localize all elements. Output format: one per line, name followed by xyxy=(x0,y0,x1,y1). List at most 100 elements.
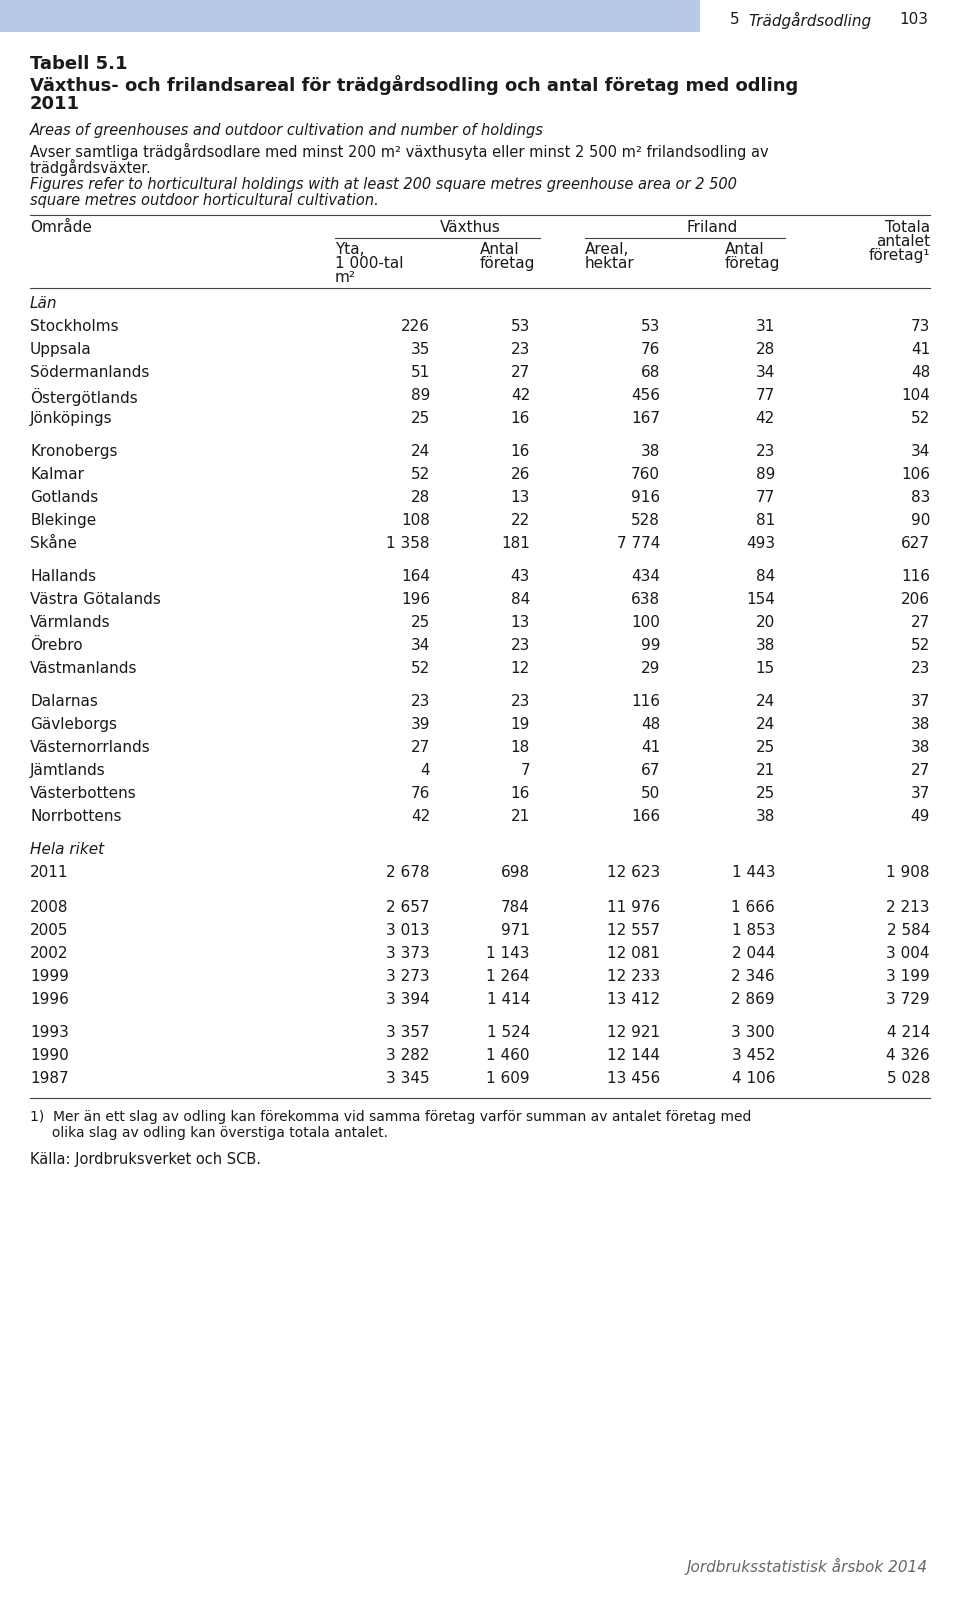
Text: 20: 20 xyxy=(756,614,775,630)
Text: 18: 18 xyxy=(511,739,530,755)
Text: 19: 19 xyxy=(511,717,530,733)
Text: 2005: 2005 xyxy=(30,923,68,938)
Text: Hela riket: Hela riket xyxy=(30,842,104,858)
Text: Örebro: Örebro xyxy=(30,638,83,653)
Bar xyxy=(0,0,700,32)
Text: företag: företag xyxy=(725,256,780,270)
Text: 16: 16 xyxy=(511,411,530,426)
Text: 24: 24 xyxy=(411,443,430,459)
Text: 51: 51 xyxy=(411,365,430,379)
Text: 2 584: 2 584 xyxy=(887,923,930,938)
Text: 52: 52 xyxy=(911,638,930,653)
Text: 3 452: 3 452 xyxy=(732,1048,775,1062)
Text: 12 557: 12 557 xyxy=(607,923,660,938)
Text: 2 044: 2 044 xyxy=(732,946,775,962)
Text: 1)  Mer än ett slag av odling kan förekomma vid samma företag varför summan av a: 1) Mer än ett slag av odling kan förekom… xyxy=(30,1110,752,1123)
Text: 7 774: 7 774 xyxy=(616,536,660,550)
Text: 3 013: 3 013 xyxy=(386,923,430,938)
Text: 3 300: 3 300 xyxy=(732,1026,775,1040)
Text: 27: 27 xyxy=(911,763,930,778)
Text: 52: 52 xyxy=(411,661,430,675)
Text: 28: 28 xyxy=(756,342,775,357)
Text: 48: 48 xyxy=(640,717,660,733)
Text: 34: 34 xyxy=(911,443,930,459)
Text: Gotlands: Gotlands xyxy=(30,490,98,506)
Text: Yta,: Yta, xyxy=(335,242,365,258)
Text: 81: 81 xyxy=(756,514,775,528)
Text: 16: 16 xyxy=(511,443,530,459)
Text: 4 326: 4 326 xyxy=(886,1048,930,1062)
Text: Uppsala: Uppsala xyxy=(30,342,92,357)
Text: 1990: 1990 xyxy=(30,1048,69,1062)
Text: 3 394: 3 394 xyxy=(386,992,430,1006)
Text: 49: 49 xyxy=(911,810,930,824)
Text: 226: 226 xyxy=(401,318,430,334)
Text: 76: 76 xyxy=(411,786,430,802)
Text: 13: 13 xyxy=(511,490,530,506)
Text: 3 273: 3 273 xyxy=(386,970,430,984)
Text: 13 456: 13 456 xyxy=(607,1070,660,1086)
Text: 1 666: 1 666 xyxy=(732,899,775,915)
Text: Areas of greenhouses and outdoor cultivation and number of holdings: Areas of greenhouses and outdoor cultiva… xyxy=(30,123,544,138)
Text: 23: 23 xyxy=(511,342,530,357)
Text: 27: 27 xyxy=(911,614,930,630)
Text: 2002: 2002 xyxy=(30,946,68,962)
Text: 2 346: 2 346 xyxy=(732,970,775,984)
Text: 53: 53 xyxy=(511,318,530,334)
Text: 22: 22 xyxy=(511,514,530,528)
Text: 916: 916 xyxy=(631,490,660,506)
Text: företag: företag xyxy=(480,256,536,270)
Text: 2 678: 2 678 xyxy=(387,866,430,880)
Text: 27: 27 xyxy=(511,365,530,379)
Text: 971: 971 xyxy=(501,923,530,938)
Text: Jönköpings: Jönköpings xyxy=(30,411,112,426)
Text: 3 004: 3 004 xyxy=(886,946,930,962)
Text: Östergötlands: Östergötlands xyxy=(30,387,137,406)
Text: 5: 5 xyxy=(730,13,739,27)
Text: Hallands: Hallands xyxy=(30,570,96,584)
Text: 12 081: 12 081 xyxy=(607,946,660,962)
Text: 1 264: 1 264 xyxy=(487,970,530,984)
Text: Stockholms: Stockholms xyxy=(30,318,119,334)
Text: 23: 23 xyxy=(756,443,775,459)
Text: 108: 108 xyxy=(401,514,430,528)
Text: 1 908: 1 908 xyxy=(886,866,930,880)
Text: antalet: antalet xyxy=(876,234,930,250)
Text: 76: 76 xyxy=(640,342,660,357)
Text: 2 869: 2 869 xyxy=(732,992,775,1006)
Text: 3 282: 3 282 xyxy=(387,1048,430,1062)
Text: Antal: Antal xyxy=(725,242,764,258)
Text: 434: 434 xyxy=(631,570,660,584)
Text: 37: 37 xyxy=(911,786,930,802)
Text: 3 729: 3 729 xyxy=(886,992,930,1006)
Text: 23: 23 xyxy=(511,638,530,653)
Text: 784: 784 xyxy=(501,899,530,915)
Text: 24: 24 xyxy=(756,717,775,733)
Text: 43: 43 xyxy=(511,570,530,584)
Text: 38: 38 xyxy=(756,810,775,824)
Text: 493: 493 xyxy=(746,536,775,550)
Text: Gävleborgs: Gävleborgs xyxy=(30,717,117,733)
Text: 1 853: 1 853 xyxy=(732,923,775,938)
Text: 21: 21 xyxy=(511,810,530,824)
Text: Jämtlands: Jämtlands xyxy=(30,763,106,778)
Text: 528: 528 xyxy=(631,514,660,528)
Text: 38: 38 xyxy=(756,638,775,653)
Text: 42: 42 xyxy=(411,810,430,824)
Text: 84: 84 xyxy=(511,592,530,606)
Text: Växthus- och frilandsareal för trädgårdsodling och antal företag med odling: Växthus- och frilandsareal för trädgårds… xyxy=(30,75,799,94)
Text: 3 373: 3 373 xyxy=(386,946,430,962)
Text: Växthus: Växthus xyxy=(440,219,500,235)
Text: 1 460: 1 460 xyxy=(487,1048,530,1062)
Text: 1 414: 1 414 xyxy=(487,992,530,1006)
Text: 38: 38 xyxy=(640,443,660,459)
Text: 25: 25 xyxy=(756,786,775,802)
Text: Areal,: Areal, xyxy=(585,242,630,258)
Text: 106: 106 xyxy=(901,467,930,482)
Text: 99: 99 xyxy=(640,638,660,653)
Text: Totala: Totala xyxy=(885,219,930,235)
Text: Län: Län xyxy=(30,296,58,310)
Text: 26: 26 xyxy=(511,467,530,482)
Text: 12 623: 12 623 xyxy=(607,866,660,880)
Text: trädgårdsväxter.: trädgårdsväxter. xyxy=(30,158,152,176)
